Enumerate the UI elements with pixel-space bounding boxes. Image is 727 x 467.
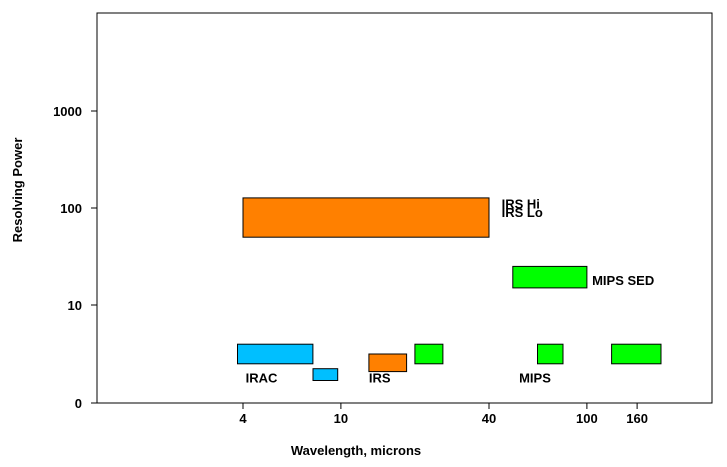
x-tick-label: 10 <box>334 411 348 426</box>
annotation-label: MIPS <box>519 371 551 386</box>
bar-group <box>237 197 662 382</box>
coverage-bar-mips-8 <box>611 343 662 365</box>
coverage-bar-mips-2 <box>512 265 588 289</box>
y-tick-label: 0 <box>75 396 82 411</box>
y-axis-title: Resolving Power <box>10 138 25 243</box>
annotation-label: IRS Lo <box>502 205 543 220</box>
coverage-bar-irs-5 <box>368 353 408 373</box>
annotation-label: MIPS SED <box>592 273 654 288</box>
x-axis: 4 10 40 100 160 <box>239 403 648 426</box>
annotation-label: IRS <box>369 371 391 386</box>
x-axis-title: Wavelength, microns <box>291 443 421 458</box>
y-tick-label: 100 <box>60 201 82 216</box>
y-tick-label: 10 <box>68 298 82 313</box>
y-axis: 0 10 100 1000 <box>53 104 97 411</box>
coverage-bar-mips-6 <box>414 343 444 365</box>
x-tick-label: 40 <box>482 411 496 426</box>
x-tick-label: 160 <box>626 411 648 426</box>
y-tick-label: 1000 <box>53 104 82 119</box>
x-tick-label: 100 <box>576 411 598 426</box>
x-tick-label: 4 <box>239 411 247 426</box>
coverage-bar-irac-4 <box>312 368 339 382</box>
annotation-label: IRS Hi <box>502 197 540 212</box>
coverage-bar-irac-3 <box>237 343 314 365</box>
coverage-bar-irs-1 <box>242 197 490 238</box>
annotation-label: IRAC <box>246 371 278 386</box>
coverage-bar-mips-7 <box>537 343 564 365</box>
